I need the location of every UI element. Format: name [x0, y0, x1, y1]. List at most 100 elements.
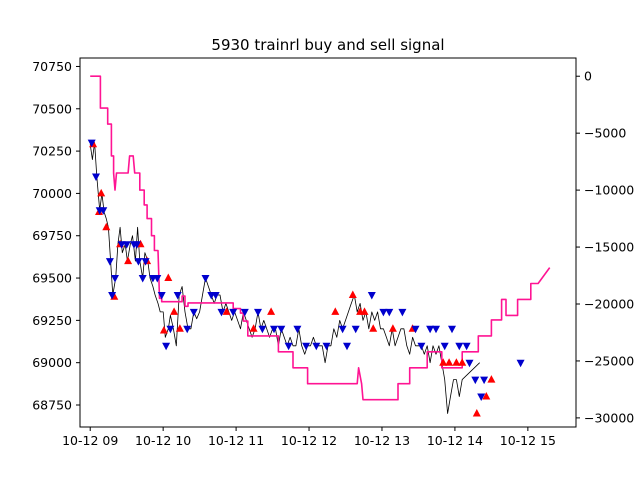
buy-marker: [331, 307, 340, 315]
sell-marker: [173, 292, 182, 300]
buy-marker: [175, 324, 184, 332]
sell-marker: [343, 342, 351, 351]
sell-marker: [111, 275, 119, 283]
y-right-tick-label: −30000: [584, 410, 634, 425]
sell-marker: [338, 325, 347, 334]
x-tick-label: 10-12 14: [427, 433, 483, 448]
x-tick-label: 10-12 09: [62, 433, 118, 448]
y-left-tick-label: 69750: [32, 228, 72, 243]
sell-marker: [117, 241, 126, 249]
sell-marker: [322, 342, 331, 351]
sell-marker: [240, 308, 249, 317]
profit-line: [90, 75, 551, 401]
x-tick-label: 10-12 12: [281, 433, 337, 448]
sell-marker: [99, 207, 108, 215]
sell-marker: [141, 258, 150, 266]
buy-marker: [222, 307, 231, 315]
sell-marker: [277, 325, 286, 334]
sell-marker: [157, 292, 166, 300]
sell-marker: [411, 325, 420, 334]
plot-inner: [87, 75, 551, 417]
sell-marker: [417, 342, 426, 351]
sell-marker: [189, 308, 198, 317]
sell-marker: [367, 292, 376, 300]
sell-marker: [293, 325, 302, 334]
sell-marker: [201, 275, 210, 283]
sell-marker: [166, 325, 175, 334]
sell-marker: [385, 308, 394, 317]
y-right-tick-label: −15000: [584, 240, 634, 255]
y-left-tick-label: 70250: [32, 144, 72, 159]
y-left-tick-label: 69500: [32, 271, 72, 286]
y-right-tick-label: −10000: [584, 183, 634, 198]
buy-marker: [267, 307, 276, 315]
x-tick-label: 10-12 13: [354, 433, 410, 448]
sell-marker: [122, 241, 131, 249]
sell-marker: [398, 308, 407, 317]
sell-marker: [284, 342, 293, 351]
buy-marker: [369, 324, 378, 332]
buy-marker: [445, 358, 454, 366]
sell-marker: [477, 393, 486, 401]
y-left-tick-label: 68750: [32, 397, 72, 412]
sell-marker: [312, 342, 321, 351]
sell-marker: [448, 325, 456, 334]
sell-marker: [132, 241, 141, 249]
y-right-tick-label: −5000: [584, 126, 626, 141]
sell-marker: [462, 342, 471, 351]
sell-marker: [516, 359, 525, 368]
x-tick-label: 10-12 11: [208, 433, 264, 448]
buy-marker: [159, 326, 168, 334]
plot-area: [87, 75, 551, 417]
sell-marker: [471, 376, 480, 385]
y-left-tick-label: 70750: [32, 59, 72, 74]
y-left-tick-label: 69250: [32, 313, 72, 328]
y-left-tick-label: 70500: [32, 101, 72, 116]
x-tick-label: 10-12 15: [500, 433, 556, 448]
sell-marker: [254, 308, 262, 317]
sell-marker: [270, 325, 278, 334]
buy-marker: [458, 358, 467, 366]
sell-marker: [258, 325, 267, 334]
sell-marker: [183, 325, 192, 334]
x-tick-label: 10-12 10: [135, 433, 191, 448]
sell-marker: [162, 342, 171, 351]
chart-title: 5930 trainrl buy and sell signal: [211, 36, 444, 54]
sell-marker: [351, 325, 360, 334]
sell-marker: [108, 292, 117, 300]
buy-marker: [487, 375, 496, 383]
sell-marker: [105, 258, 114, 266]
buy-marker: [97, 188, 106, 197]
buy-marker: [360, 307, 369, 315]
sell-marker: [455, 342, 464, 351]
sell-marker: [465, 359, 474, 368]
sell-marker: [379, 308, 388, 317]
sell-marker: [302, 342, 311, 351]
sell-marker: [432, 325, 440, 334]
buy-marker: [439, 358, 448, 366]
buy-marker: [124, 256, 133, 265]
sell-marker: [211, 292, 220, 300]
buy-marker: [249, 324, 258, 332]
sell-marker: [217, 308, 226, 317]
y-right-tick-label: −25000: [584, 353, 634, 368]
axes: 10-12 09 10-12 10 10-12 11 10-12 12 10-12 13…: [32, 57, 634, 448]
sell-marker: [87, 139, 96, 148]
buy-marker: [164, 273, 173, 281]
sell-marker: [134, 258, 143, 266]
buy-marker: [472, 409, 481, 417]
sell-marker: [153, 275, 162, 283]
buy-marker: [170, 307, 179, 315]
buy-marker: [482, 392, 491, 400]
sell-marker: [92, 173, 100, 181]
y-right-tick-label: −20000: [584, 297, 634, 312]
sell-marker: [426, 325, 435, 334]
price-line: [89, 142, 480, 414]
sell-marker: [229, 308, 238, 317]
buy-marker: [102, 222, 111, 231]
plot-frame: [79, 57, 577, 428]
buy-marker: [348, 290, 357, 298]
